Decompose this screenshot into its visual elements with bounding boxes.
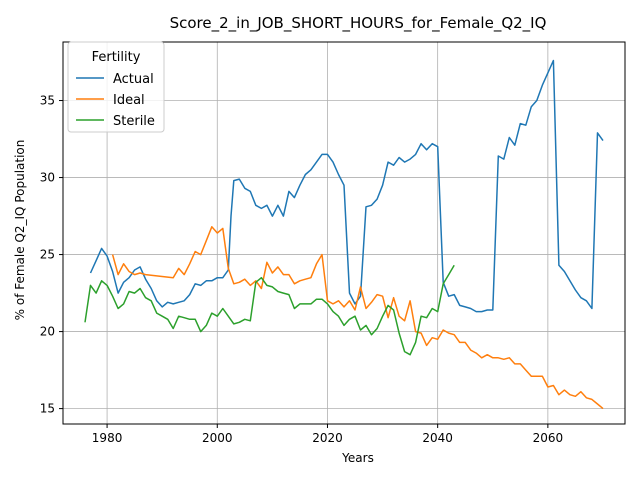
x-tick-label: 2020 <box>312 431 343 445</box>
y-axis-label: % of Female Q2_IQ Population <box>13 140 27 321</box>
axes-frame <box>62 41 626 425</box>
x-tick-label: 2000 <box>202 431 233 445</box>
chart-title: Score_2_in_JOB_SHORT_HOURS_for_Female_Q2… <box>170 14 547 33</box>
x-tick-label: 1980 <box>92 431 123 445</box>
legend: Fertility Actual Ideal Sterile <box>67 41 165 133</box>
legend-label-ideal: Ideal <box>113 93 145 108</box>
legend-label-actual: Actual <box>113 72 154 87</box>
legend-label-sterile: Sterile <box>113 114 155 129</box>
x-tick-label: 2040 <box>422 431 453 445</box>
series-lines <box>84 59 604 410</box>
axes-border <box>62 41 626 425</box>
x-axis-ticks: 1980 2000 2020 2040 2060 <box>92 424 563 445</box>
y-tick-label: 25 <box>40 248 55 262</box>
y-tick-label: 15 <box>40 402 55 416</box>
y-tick-label: 35 <box>40 94 55 108</box>
legend-items: Actual Ideal Sterile <box>76 72 155 129</box>
x-tick-label: 2060 <box>533 431 564 445</box>
y-tick-label: 30 <box>40 171 55 185</box>
x-axis-label: Years <box>341 451 374 465</box>
legend-title: Fertility <box>92 50 141 65</box>
legend-frame <box>67 41 165 133</box>
y-tick-label: 20 <box>40 325 55 339</box>
series-line-actual <box>89 59 604 313</box>
series-line-ideal <box>111 226 604 410</box>
grid-lines <box>63 42 625 424</box>
series-line-sterile <box>84 264 455 356</box>
y-axis-ticks: 15 20 25 30 35 <box>40 94 63 416</box>
